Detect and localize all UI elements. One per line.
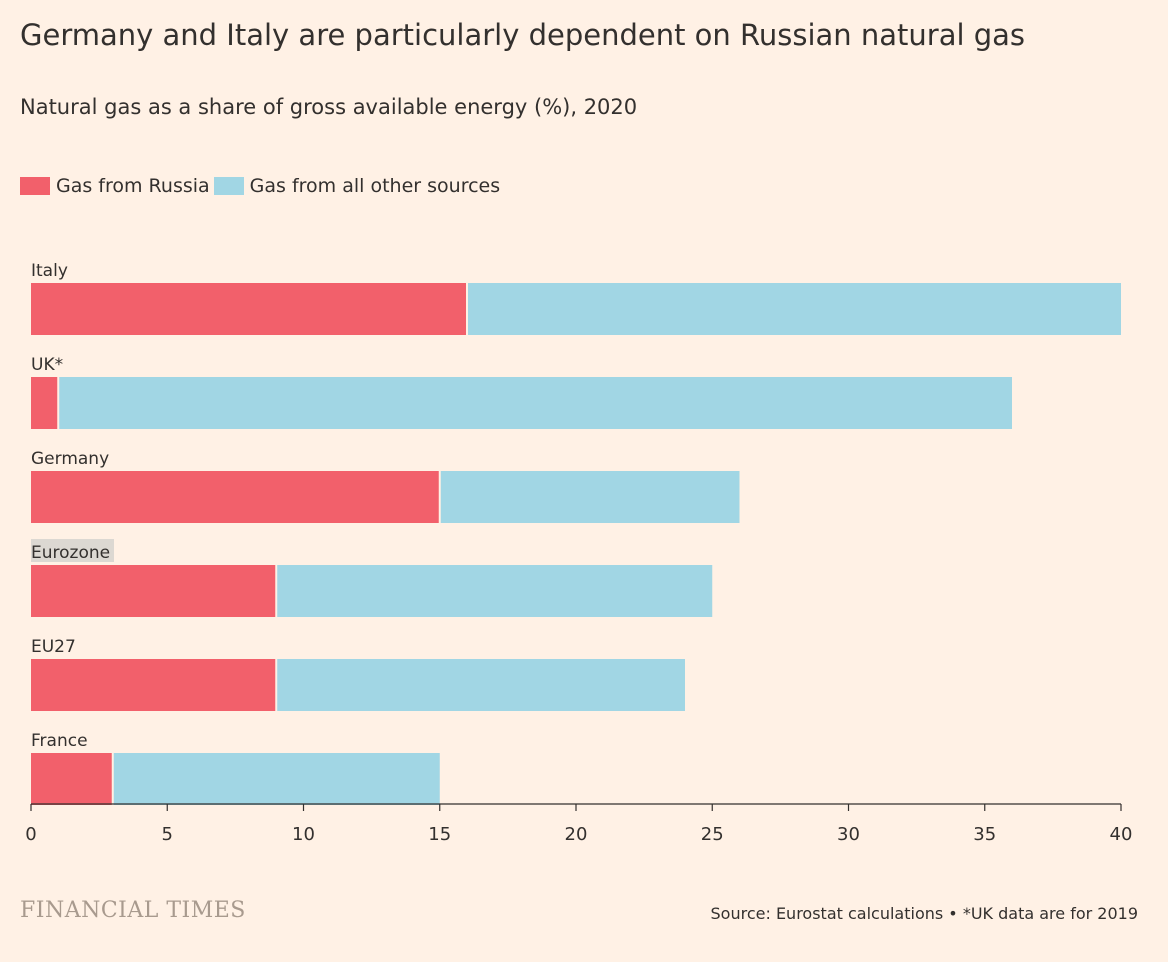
x-tick-label-0: 0 — [25, 824, 36, 845]
category-label-germany: Germany — [31, 449, 109, 469]
bar-france-other — [112, 753, 440, 805]
bar-italy-russia — [31, 283, 467, 335]
x-tick-label-10: 10 — [292, 824, 315, 845]
x-tick-label-30: 30 — [837, 824, 860, 845]
x-tick-label-5: 5 — [162, 824, 173, 845]
category-label-france: France — [31, 731, 88, 751]
legend-swatch-other — [213, 177, 244, 195]
stacked-bar-chart: Italy UK* Germany Eurozone EU27 France 0 5 10 15 2… — [25, 261, 1133, 845]
bar-uk-russia — [31, 377, 59, 429]
legend-label-other: Gas from all other sources — [249, 175, 501, 197]
x-tick-label-20: 20 — [565, 824, 588, 845]
bar-eurozone-other — [276, 565, 713, 617]
category-label-uk: UK* — [31, 355, 63, 375]
bar-uk-other — [58, 377, 1012, 429]
x-tick-label-25: 25 — [701, 824, 724, 845]
legend-label-russia: Gas from Russia — [56, 175, 210, 197]
legend-item-other: Gas from all other sources — [213, 175, 501, 197]
category-highlight-eurozone — [31, 539, 114, 562]
bar-italy-other — [467, 283, 1121, 335]
x-tick-label-35: 35 — [973, 824, 996, 845]
bar-france-russia — [31, 753, 113, 805]
chart-subtitle: Natural gas as a share of gross availabl… — [20, 95, 638, 119]
legend: Gas from Russia Gas from all other sourc… — [20, 172, 504, 200]
category-label-italy: Italy — [31, 261, 68, 281]
legend-swatch-russia — [20, 177, 50, 195]
bar-eurozone-russia — [31, 565, 277, 617]
ft-logo: FINANCIAL TIMES — [20, 898, 246, 923]
chart-title: Germany and Italy are particularly depen… — [20, 18, 1026, 52]
bar-eu27-other — [276, 659, 685, 711]
bar-germany-other — [439, 471, 740, 523]
bar-eu27-russia — [31, 659, 277, 711]
legend-item-russia: Gas from Russia — [20, 175, 210, 197]
category-label-eurozone: Eurozone — [31, 543, 110, 563]
category-label-eu27: EU27 — [31, 637, 76, 657]
bar-germany-russia — [31, 471, 440, 523]
x-tick-label-40: 40 — [1110, 824, 1133, 845]
source-note: Source: Eurostat calculations • *UK data… — [710, 904, 1138, 923]
x-tick-label-15: 15 — [428, 824, 451, 845]
